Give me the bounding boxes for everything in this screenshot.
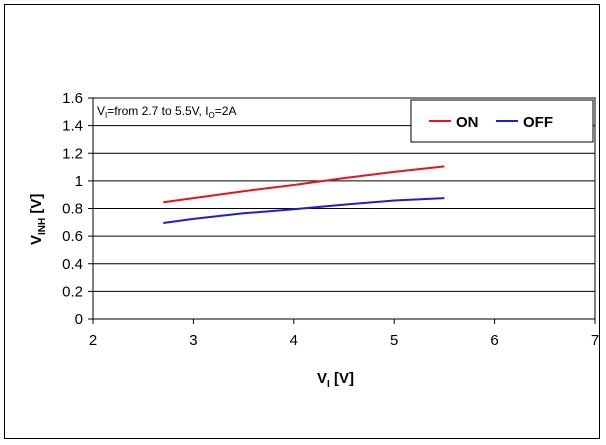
x-tick-label: 3 xyxy=(189,332,197,349)
x-axis-label: VI [V] xyxy=(317,370,354,390)
y-axis-label: VINH [V] xyxy=(28,194,48,245)
x-tick-label: 6 xyxy=(490,332,498,349)
x-tick-label: 4 xyxy=(290,332,298,349)
series-lines xyxy=(163,165,445,224)
conditions-annotation: VI=from 2.7 to 5.5V, IO=2A xyxy=(97,104,236,120)
y-tick-label: 0.4 xyxy=(62,256,83,273)
series-line-off xyxy=(163,197,445,224)
chart-frame: 0 0.2 0.4 0.6 0.8 1 1.2 1.4 1.6 2 3 4 5 6 7 VI=from 2… xyxy=(4,4,600,439)
y-tick-label: 1 xyxy=(75,173,83,190)
legend-label-on: ON xyxy=(456,114,479,131)
y-tick-label: 1.4 xyxy=(62,118,83,135)
y-tick-label: 0.6 xyxy=(62,228,83,245)
x-tick-label: 7 xyxy=(591,332,599,349)
y-tick-label: 0 xyxy=(75,311,83,328)
legend-label-off: OFF xyxy=(523,114,553,131)
y-tick-label: 0.8 xyxy=(62,201,83,218)
line-chart: 0 0.2 0.4 0.6 0.8 1 1.2 1.4 1.6 2 3 4 5 6 7 VI=from 2… xyxy=(28,90,599,390)
y-tick-label: 1.2 xyxy=(62,145,83,162)
x-axis-ticks: 2 3 4 5 6 7 xyxy=(89,319,599,349)
series-line-on xyxy=(163,165,445,204)
y-axis-ticks: 0 0.2 0.4 0.6 0.8 1 1.2 1.4 1.6 xyxy=(62,90,93,328)
x-tick-label: 5 xyxy=(390,332,398,349)
legend: ON OFF xyxy=(410,99,594,143)
y-tick-label: 0.2 xyxy=(62,283,83,300)
y-tick-label: 1.6 xyxy=(62,90,83,107)
x-tick-label: 2 xyxy=(89,332,97,349)
